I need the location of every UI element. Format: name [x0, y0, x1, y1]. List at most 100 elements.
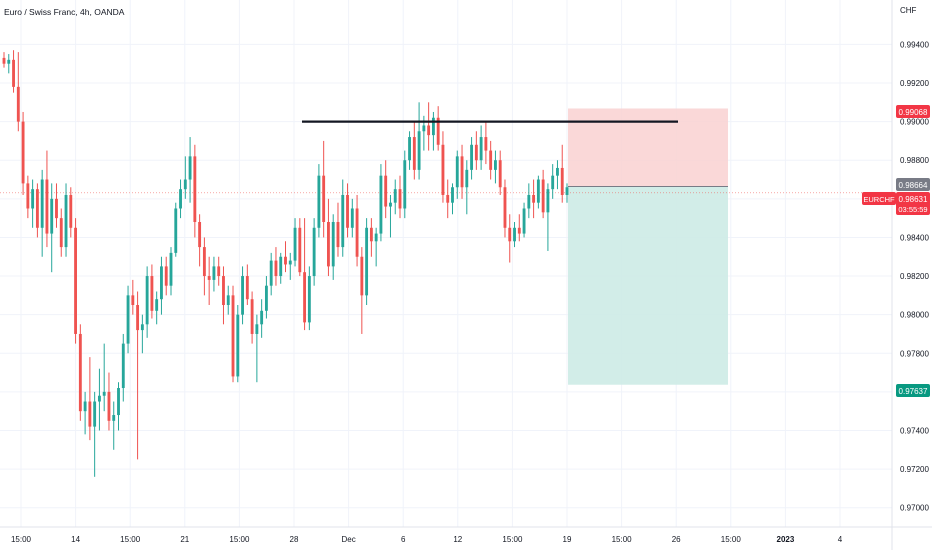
candle-body — [241, 276, 244, 315]
candle-body — [21, 121, 25, 184]
candle-body — [455, 156, 459, 188]
countdown-label: 03:55:59 — [898, 205, 927, 214]
candle-body — [12, 59, 15, 87]
candle-body — [202, 247, 206, 277]
time-axis-labels: 15:00 14 15:00 21 15:00 28 Dec 6 12 15:00 19 15:00 2… — [11, 535, 843, 544]
candle-body — [274, 260, 278, 277]
time-tick-label: 15:00 — [11, 535, 32, 544]
time-tick-label: 12 — [453, 535, 462, 544]
candle-body — [393, 189, 397, 203]
candle-body — [565, 187, 569, 195]
candle-body — [35, 189, 39, 228]
candle-body — [183, 179, 187, 190]
candle-body — [298, 227, 302, 273]
time-tick-label: 6 — [401, 535, 406, 544]
candle-body — [236, 314, 240, 377]
candle-body — [436, 117, 440, 145]
time-tick-label: 28 — [290, 535, 299, 544]
price-tick-label: 0.97400 — [900, 426, 929, 435]
candle-body — [484, 137, 488, 151]
candle-body — [322, 175, 326, 222]
candle-body — [16, 86, 20, 122]
price-tick-label: 0.98000 — [900, 311, 929, 320]
currency-label: CHF — [900, 6, 917, 15]
candle-body — [45, 179, 49, 234]
candle-body — [412, 137, 416, 170]
candle-body — [269, 260, 273, 286]
candle-body — [527, 194, 531, 209]
candle-body — [303, 272, 307, 323]
candle-body — [50, 198, 54, 234]
time-axis[interactable] — [0, 527, 892, 550]
last-price-badge-bg — [896, 192, 930, 215]
candle-body — [131, 295, 135, 306]
candle-body — [97, 395, 101, 402]
candle-body — [155, 299, 159, 311]
candle-body — [379, 175, 383, 234]
time-tick-label: 4 — [838, 535, 843, 544]
candle-body — [374, 233, 378, 242]
symbol-badge[interactable]: EURCHF — [862, 192, 896, 205]
entry-price-badge-bg — [896, 178, 930, 191]
target-price-badge-bg — [896, 384, 930, 397]
candle-body — [494, 160, 497, 170]
candle-body — [226, 295, 230, 306]
candle-body — [250, 299, 254, 334]
candle-body — [503, 187, 507, 228]
candles — [2, 50, 569, 477]
candle-body — [360, 256, 364, 296]
candle-body — [474, 144, 478, 161]
stop-price-badge[interactable]: 0.99068 — [896, 105, 930, 118]
candle-body — [556, 167, 559, 176]
stop-loss-zone[interactable] — [568, 108, 728, 187]
candle-body — [431, 117, 435, 136]
candle-body — [446, 194, 450, 203]
candle-body — [465, 169, 469, 188]
candle-body — [88, 401, 92, 427]
price-axis[interactable] — [892, 0, 932, 550]
symbol-label: EURCHF — [863, 195, 895, 204]
candle-body — [207, 276, 211, 280]
candle-body — [145, 276, 149, 325]
candle-body — [188, 156, 192, 180]
position-zones[interactable] — [568, 108, 728, 385]
candle-body — [279, 256, 283, 277]
candle-body — [398, 189, 402, 209]
time-tick-label: 19 — [563, 535, 572, 544]
candle-body — [327, 221, 330, 267]
candle-body — [288, 260, 292, 265]
candle-body — [408, 137, 411, 161]
last-price-label: 0.98631 — [899, 195, 928, 204]
candle-body — [560, 167, 564, 195]
symbol-badge-bg — [862, 192, 896, 205]
price-tick-label: 0.99400 — [900, 40, 929, 49]
time-tick-label: 15:00 — [120, 535, 141, 544]
candle-body — [255, 324, 259, 334]
candle-body — [212, 266, 216, 280]
candle-body — [59, 218, 63, 248]
candle-body — [293, 227, 297, 261]
entry-price-badge[interactable]: 0.98664 — [896, 178, 930, 191]
last-price-badge[interactable]: 0.98631 03:55:59 — [896, 192, 930, 215]
candle-body — [441, 144, 445, 195]
candle-body — [69, 194, 73, 228]
target-price-badge[interactable]: 0.97637 — [896, 384, 930, 397]
candle-body — [489, 150, 493, 170]
candle-body — [174, 208, 178, 253]
time-tick-label: 2023 — [777, 535, 795, 544]
candle-body — [307, 276, 311, 323]
stop-price-label: 0.99068 — [899, 108, 928, 117]
target-price-label: 0.97637 — [899, 387, 928, 396]
take-profit-zone[interactable] — [568, 186, 728, 385]
symbol-title: Euro / Swiss Franc, 4h, OANDA — [4, 7, 125, 17]
candle-body — [541, 179, 545, 213]
candle-body — [336, 221, 340, 248]
candle-body — [55, 198, 58, 219]
time-tick-label: Dec — [341, 535, 355, 544]
candle-body — [217, 266, 221, 277]
time-tick-label: 21 — [180, 535, 189, 544]
candle-body — [107, 391, 111, 421]
candle-body — [198, 221, 202, 248]
